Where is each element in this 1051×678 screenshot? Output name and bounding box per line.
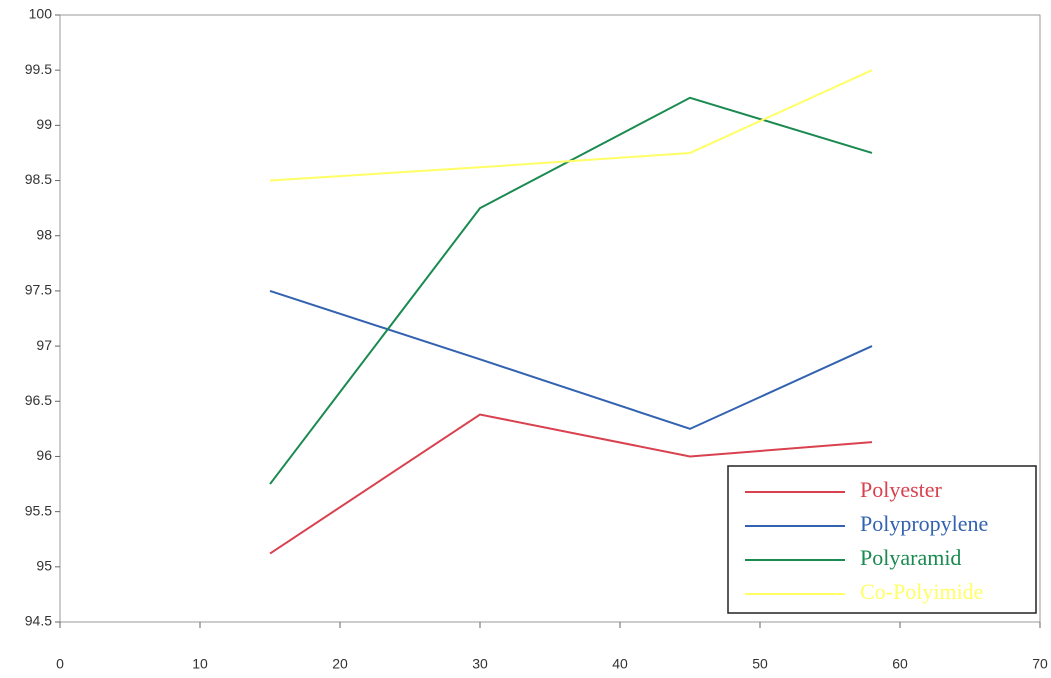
y-tick-label: 97.5 bbox=[25, 282, 52, 298]
x-tick-label: 60 bbox=[892, 656, 908, 672]
y-tick-label: 97 bbox=[36, 337, 52, 353]
y-tick-label: 98 bbox=[36, 226, 52, 242]
y-tick-label: 94.5 bbox=[25, 613, 52, 629]
legend-label: Polyaramid bbox=[860, 545, 961, 570]
legend-label: Polyester bbox=[860, 477, 943, 502]
y-tick-label: 96.5 bbox=[25, 392, 52, 408]
series-line bbox=[269, 289, 873, 430]
series-line bbox=[269, 96, 873, 485]
legend-label: Co-Polyimide bbox=[860, 579, 983, 604]
x-tick-label: 0 bbox=[56, 656, 64, 672]
y-tick-label: 95.5 bbox=[25, 502, 52, 518]
y-tick-label: 99 bbox=[36, 116, 52, 132]
y-tick-label: 95 bbox=[36, 558, 52, 574]
plot-frame bbox=[59, 14, 1041, 623]
y-tick-label: 96 bbox=[36, 447, 52, 463]
x-tick-label: 20 bbox=[332, 656, 348, 672]
x-tick-label: 50 bbox=[752, 656, 768, 672]
x-tick-label: 30 bbox=[472, 656, 488, 672]
y-tick-label: 99.5 bbox=[25, 61, 52, 77]
legend-box bbox=[727, 465, 1037, 614]
y-tick-label: 98.5 bbox=[25, 171, 52, 187]
x-tick-label: 10 bbox=[192, 656, 208, 672]
y-tick-label: 100 bbox=[29, 6, 53, 22]
legend-label: Polypropylene bbox=[860, 511, 988, 536]
x-tick-label: 40 bbox=[612, 656, 628, 672]
series-line bbox=[269, 69, 873, 182]
x-tick-label: 70 bbox=[1032, 656, 1048, 672]
series-line bbox=[269, 413, 873, 555]
